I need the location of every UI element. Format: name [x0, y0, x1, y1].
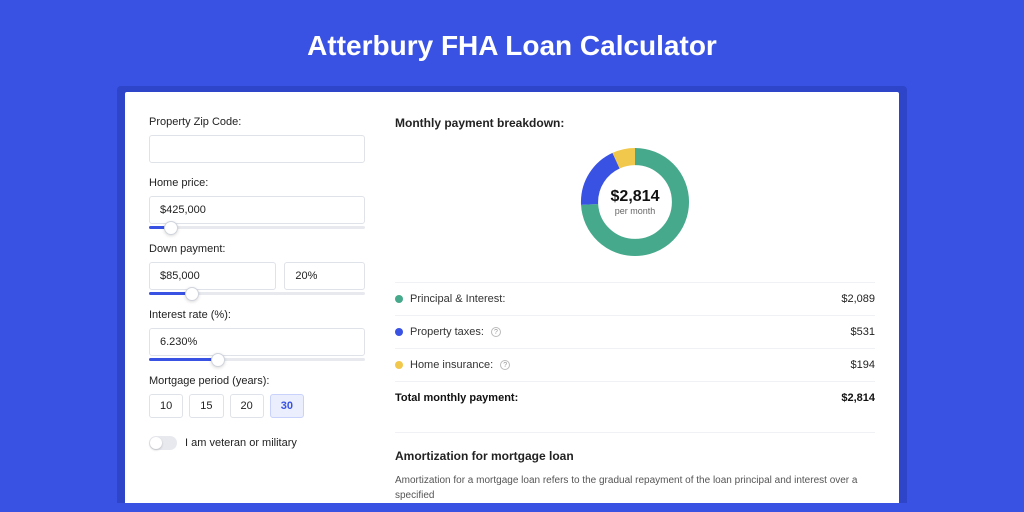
legend-label: Home insurance: — [410, 359, 493, 371]
home-price-slider-thumb[interactable] — [164, 221, 178, 235]
total-row: Total monthly payment: $2,814 — [395, 381, 875, 414]
legend-row: Principal & Interest: $2,089 — [395, 282, 875, 315]
home-price-input[interactable] — [149, 196, 365, 224]
interest-rate-input[interactable] — [149, 328, 365, 356]
page-title: Atterbury FHA Loan Calculator — [0, 0, 1024, 86]
interest-rate-slider[interactable] — [149, 358, 365, 361]
info-icon[interactable]: ? — [491, 327, 501, 337]
legend-row: Home insurance:? $194 — [395, 348, 875, 381]
home-price-label: Home price: — [149, 177, 365, 189]
legend-value: $531 — [851, 326, 875, 338]
legend-label: Principal & Interest: — [410, 293, 505, 305]
veteran-toggle[interactable] — [149, 436, 177, 450]
down-payment-slider[interactable] — [149, 292, 365, 295]
zip-input[interactable] — [149, 135, 365, 163]
period-option-15[interactable]: 15 — [189, 394, 223, 418]
total-label: Total monthly payment: — [395, 392, 518, 404]
donut-center: $2,814 per month — [575, 142, 695, 262]
payment-donut-chart: $2,814 per month — [575, 142, 695, 262]
calculator-card: Property Zip Code: Home price: Down paym… — [125, 92, 899, 503]
amortization-text: Amortization for a mortgage loan refers … — [395, 473, 875, 503]
legend-label: Property taxes: — [410, 326, 484, 338]
donut-amount: $2,814 — [611, 188, 660, 206]
legend-value: $194 — [851, 359, 875, 371]
legend-dot — [395, 295, 403, 303]
legend-dot — [395, 361, 403, 369]
zip-field-group: Property Zip Code: — [149, 116, 365, 163]
form-column: Property Zip Code: Home price: Down paym… — [125, 92, 385, 503]
total-value: $2,814 — [841, 392, 875, 404]
veteran-toggle-label: I am veteran or military — [185, 437, 297, 449]
interest-rate-slider-fill — [149, 358, 218, 361]
amortization-title: Amortization for mortgage loan — [395, 432, 875, 463]
mortgage-period-group: Mortgage period (years): 1015 2030 — [149, 375, 365, 418]
interest-rate-label: Interest rate (%): — [149, 309, 365, 321]
card-shadow: Property Zip Code: Home price: Down paym… — [117, 86, 907, 503]
down-payment-label: Down payment: — [149, 243, 365, 255]
down-payment-amount-input[interactable] — [149, 262, 276, 290]
breakdown-column: Monthly payment breakdown: $2,814 per mo… — [385, 92, 899, 503]
down-payment-pct-input[interactable] — [284, 262, 365, 290]
legend-row: Property taxes:? $531 — [395, 315, 875, 348]
down-payment-slider-thumb[interactable] — [185, 287, 199, 301]
mortgage-period-label: Mortgage period (years): — [149, 375, 365, 387]
legend-value: $2,089 — [841, 293, 875, 305]
mortgage-period-options: 1015 2030 — [149, 394, 365, 418]
veteran-toggle-row: I am veteran or military — [149, 436, 365, 450]
down-payment-group: Down payment: — [149, 243, 365, 295]
interest-rate-slider-thumb[interactable] — [211, 353, 225, 367]
donut-sub: per month — [615, 206, 656, 216]
legend-dot — [395, 328, 403, 336]
interest-rate-group: Interest rate (%): — [149, 309, 365, 361]
period-option-30[interactable]: 30 — [270, 394, 304, 418]
home-price-slider[interactable] — [149, 226, 365, 229]
donut-container: $2,814 per month — [395, 142, 875, 262]
breakdown-title: Monthly payment breakdown: — [395, 116, 875, 130]
info-icon[interactable]: ? — [500, 360, 510, 370]
zip-label: Property Zip Code: — [149, 116, 365, 128]
period-option-20[interactable]: 20 — [230, 394, 264, 418]
home-price-group: Home price: — [149, 177, 365, 229]
period-option-10[interactable]: 10 — [149, 394, 183, 418]
